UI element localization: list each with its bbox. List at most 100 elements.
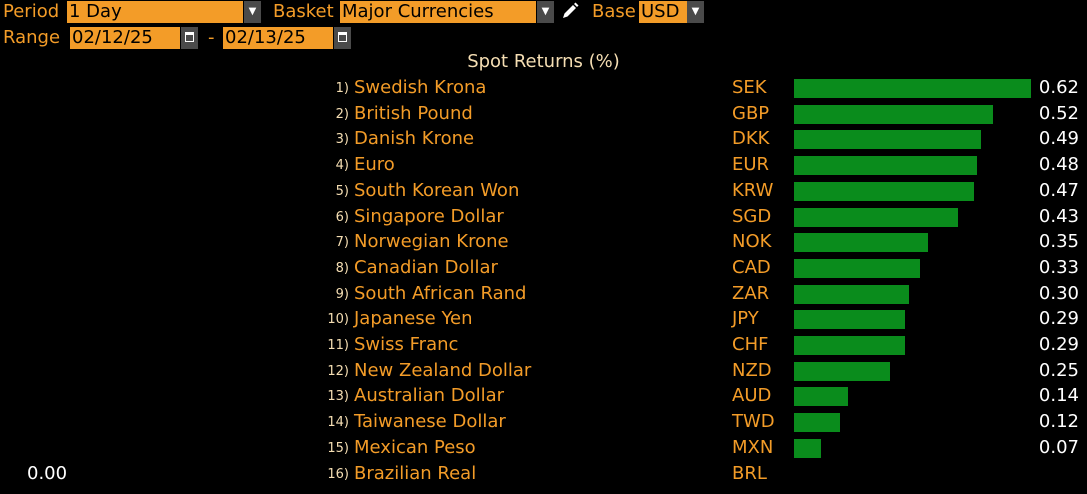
- range-separator: -: [208, 27, 215, 48]
- currency-code: JPY: [732, 308, 759, 330]
- row-rank: 7): [335, 235, 349, 251]
- currency-code: TWD: [732, 411, 775, 433]
- currency-code: CHF: [732, 334, 769, 355]
- row-rank: 5): [335, 183, 349, 199]
- row-rank: 6): [335, 209, 349, 225]
- currency-name[interactable]: Mexican Peso: [354, 436, 476, 458]
- table-row[interactable]: 13) Australian Dollar AUD 0.14: [0, 384, 1087, 409]
- period-dropdown-arrow-icon[interactable]: ▼: [244, 1, 261, 23]
- base-dropdown-arrow-icon[interactable]: ▼: [687, 1, 704, 23]
- currency-code: MXN: [732, 436, 774, 458]
- return-value: 0.14: [1038, 385, 1079, 407]
- currency-name[interactable]: Japanese Yen: [354, 308, 473, 330]
- currency-name[interactable]: Canadian Dollar: [354, 256, 498, 278]
- currency-name[interactable]: Euro: [354, 154, 395, 176]
- currency-code: DKK: [732, 128, 770, 150]
- table-row[interactable]: 11) Swiss Franc CHF 0.29: [0, 333, 1087, 358]
- basket-select[interactable]: Major Currencies: [340, 1, 536, 23]
- return-bar[interactable]: [794, 361, 890, 381]
- row-rank: 15): [327, 440, 349, 456]
- table-row[interactable]: 7) Norwegian Krone NOK 0.35: [0, 230, 1087, 255]
- row-rank: 1): [335, 81, 349, 96]
- range-end-input[interactable]: 02/13/25: [223, 27, 333, 49]
- table-row[interactable]: 14) Taiwanese Dollar TWD 0.12: [0, 410, 1087, 435]
- table-row[interactable]: 1) Swedish Krona SEK 0.62: [0, 76, 1087, 101]
- return-bar[interactable]: [794, 156, 977, 176]
- return-bar[interactable]: [794, 310, 905, 330]
- table-row[interactable]: 8) Canadian Dollar CAD 0.33: [0, 256, 1087, 281]
- period-label: Period: [3, 1, 60, 22]
- return-bar[interactable]: [794, 387, 848, 407]
- return-bar[interactable]: [794, 336, 905, 355]
- base-select[interactable]: USD: [639, 1, 687, 23]
- table-row[interactable]: 16) Brazilian Real BRL: [0, 462, 1087, 487]
- row-rank: 11): [327, 338, 349, 353]
- return-bar[interactable]: [794, 181, 974, 201]
- row-rank: 2): [335, 106, 349, 122]
- currency-name[interactable]: Singapore Dollar: [354, 205, 504, 227]
- currency-code: NZD: [732, 359, 772, 381]
- table-row[interactable]: 5) South Korean Won KRW 0.47: [0, 179, 1087, 204]
- return-value: 0.52: [1038, 102, 1079, 124]
- currency-code: BRL: [732, 462, 767, 484]
- return-value: 0.29: [1038, 308, 1079, 330]
- axis-value-label: 0.00: [27, 463, 68, 484]
- table-row[interactable]: 12) New Zealand Dollar NZD 0.25: [0, 359, 1087, 384]
- range-start-input[interactable]: 02/12/25: [70, 27, 180, 49]
- return-bar[interactable]: [794, 104, 993, 124]
- range-label: Range: [3, 27, 61, 48]
- return-value: 0.62: [1038, 77, 1079, 98]
- return-bar[interactable]: [794, 207, 958, 227]
- row-rank: 14): [327, 415, 349, 431]
- currency-name[interactable]: New Zealand Dollar: [354, 359, 532, 381]
- currency-code: CAD: [732, 256, 771, 278]
- currency-name[interactable]: Australian Dollar: [354, 385, 505, 407]
- table-row[interactable]: 15) Mexican Peso MXN 0.07: [0, 436, 1087, 461]
- return-bar[interactable]: [794, 130, 981, 150]
- return-bar[interactable]: [794, 79, 1031, 98]
- currency-name[interactable]: South African Rand: [354, 282, 527, 304]
- currency-name[interactable]: South Korean Won: [354, 179, 520, 201]
- return-value: 0.30: [1038, 282, 1079, 304]
- return-bar[interactable]: [794, 284, 909, 304]
- return-bar[interactable]: [794, 258, 920, 278]
- table-row[interactable]: 6) Singapore Dollar SGD 0.43: [0, 205, 1087, 230]
- currency-name[interactable]: Swiss Franc: [354, 334, 459, 355]
- return-value: 0.29: [1038, 334, 1079, 355]
- row-rank: 4): [335, 158, 349, 174]
- currency-code: ZAR: [732, 282, 770, 304]
- table-row[interactable]: 4) Euro EUR 0.48: [0, 153, 1087, 178]
- currency-code: SEK: [732, 77, 767, 98]
- table-row[interactable]: 10) Japanese Yen JPY 0.29: [0, 307, 1087, 332]
- range-end-calendar-icon[interactable]: [334, 27, 351, 49]
- currency-name[interactable]: Swedish Krona: [354, 77, 487, 98]
- return-value: 0.07: [1038, 436, 1079, 458]
- currency-name[interactable]: Danish Krone: [354, 128, 475, 150]
- pencil-edit-icon[interactable]: [560, 1, 580, 21]
- return-value: 0.25: [1038, 359, 1079, 381]
- currency-name[interactable]: Brazilian Real: [354, 462, 477, 484]
- return-bar[interactable]: [794, 233, 928, 253]
- return-value: 0.35: [1038, 231, 1079, 253]
- basket-dropdown-arrow-icon[interactable]: ▼: [537, 1, 554, 23]
- currency-name[interactable]: Taiwanese Dollar: [354, 411, 506, 433]
- range-start-calendar-icon[interactable]: [181, 27, 198, 49]
- return-bar[interactable]: [794, 413, 840, 433]
- period-select[interactable]: 1 Day: [67, 1, 243, 23]
- return-bar[interactable]: [794, 438, 821, 458]
- return-value: 0.12: [1038, 411, 1079, 433]
- row-rank: 13): [327, 389, 349, 405]
- currency-code: AUD: [732, 385, 772, 407]
- return-value: 0.33: [1038, 256, 1079, 278]
- currency-name[interactable]: Norwegian Krone: [354, 231, 509, 253]
- row-rank: 12): [327, 363, 349, 379]
- currency-name[interactable]: British Pound: [354, 102, 473, 124]
- return-value: 0.47: [1038, 179, 1079, 201]
- table-row[interactable]: 9) South African Rand ZAR 0.30: [0, 282, 1087, 307]
- currency-code: GBP: [732, 102, 770, 124]
- currency-code: NOK: [732, 231, 772, 253]
- table-row[interactable]: 3) Danish Krone DKK 0.49: [0, 127, 1087, 152]
- row-rank: 9): [335, 286, 349, 302]
- table-row[interactable]: 2) British Pound GBP 0.52: [0, 102, 1087, 127]
- chart-title: Spot Returns (%): [467, 51, 620, 72]
